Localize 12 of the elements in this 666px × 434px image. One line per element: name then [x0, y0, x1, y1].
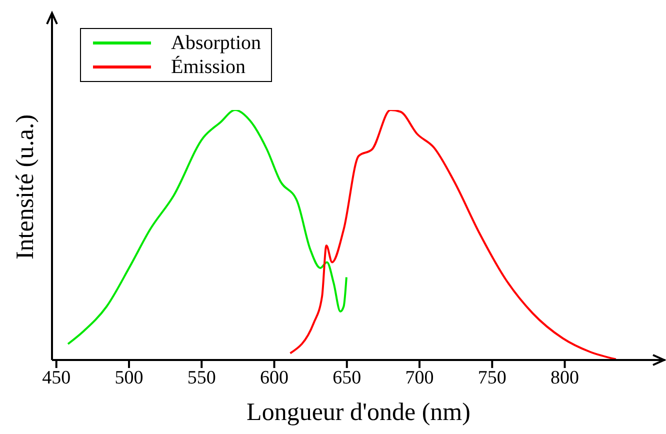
legend-label: Absorption — [171, 31, 261, 55]
x-tick-label: 750 — [478, 367, 506, 388]
x-tick-label: 500 — [114, 367, 144, 388]
y-axis-title: Intensité (u.a.) — [12, 114, 39, 260]
x-tick-label: 800 — [550, 367, 580, 388]
x-tick-label: 600 — [260, 367, 288, 388]
legend-label: Émission — [171, 55, 246, 79]
x-tick-label: 450 — [42, 367, 71, 388]
x-tick-label: 550 — [187, 367, 216, 388]
x-tick-label: 650 — [332, 367, 362, 388]
x-axis-title: Longueur d'onde (nm) — [246, 399, 470, 426]
x-tick-label: 700 — [405, 367, 434, 388]
